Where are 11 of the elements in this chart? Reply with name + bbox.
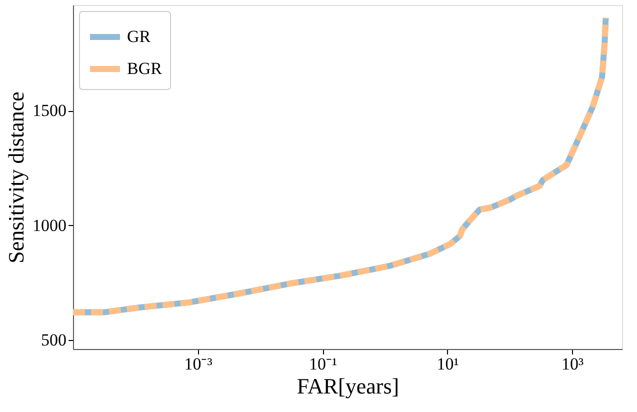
legend-label: GR	[127, 27, 152, 46]
x-tick-label: 10³	[562, 354, 584, 374]
x-tick-label: 10¹	[436, 354, 459, 374]
y-tick-label: 1000	[32, 216, 66, 235]
y-axis-title: Sensitivity distance	[4, 92, 28, 264]
x-axis-title: FAR[years]	[296, 374, 400, 398]
x-tick-label: 10⁻¹	[308, 354, 338, 374]
y-tick-label: 500	[41, 330, 66, 350]
y-tick-label: 1500	[32, 101, 66, 120]
legend-label: BGR	[127, 59, 163, 78]
x-tick-label: 10⁻³	[184, 354, 212, 374]
